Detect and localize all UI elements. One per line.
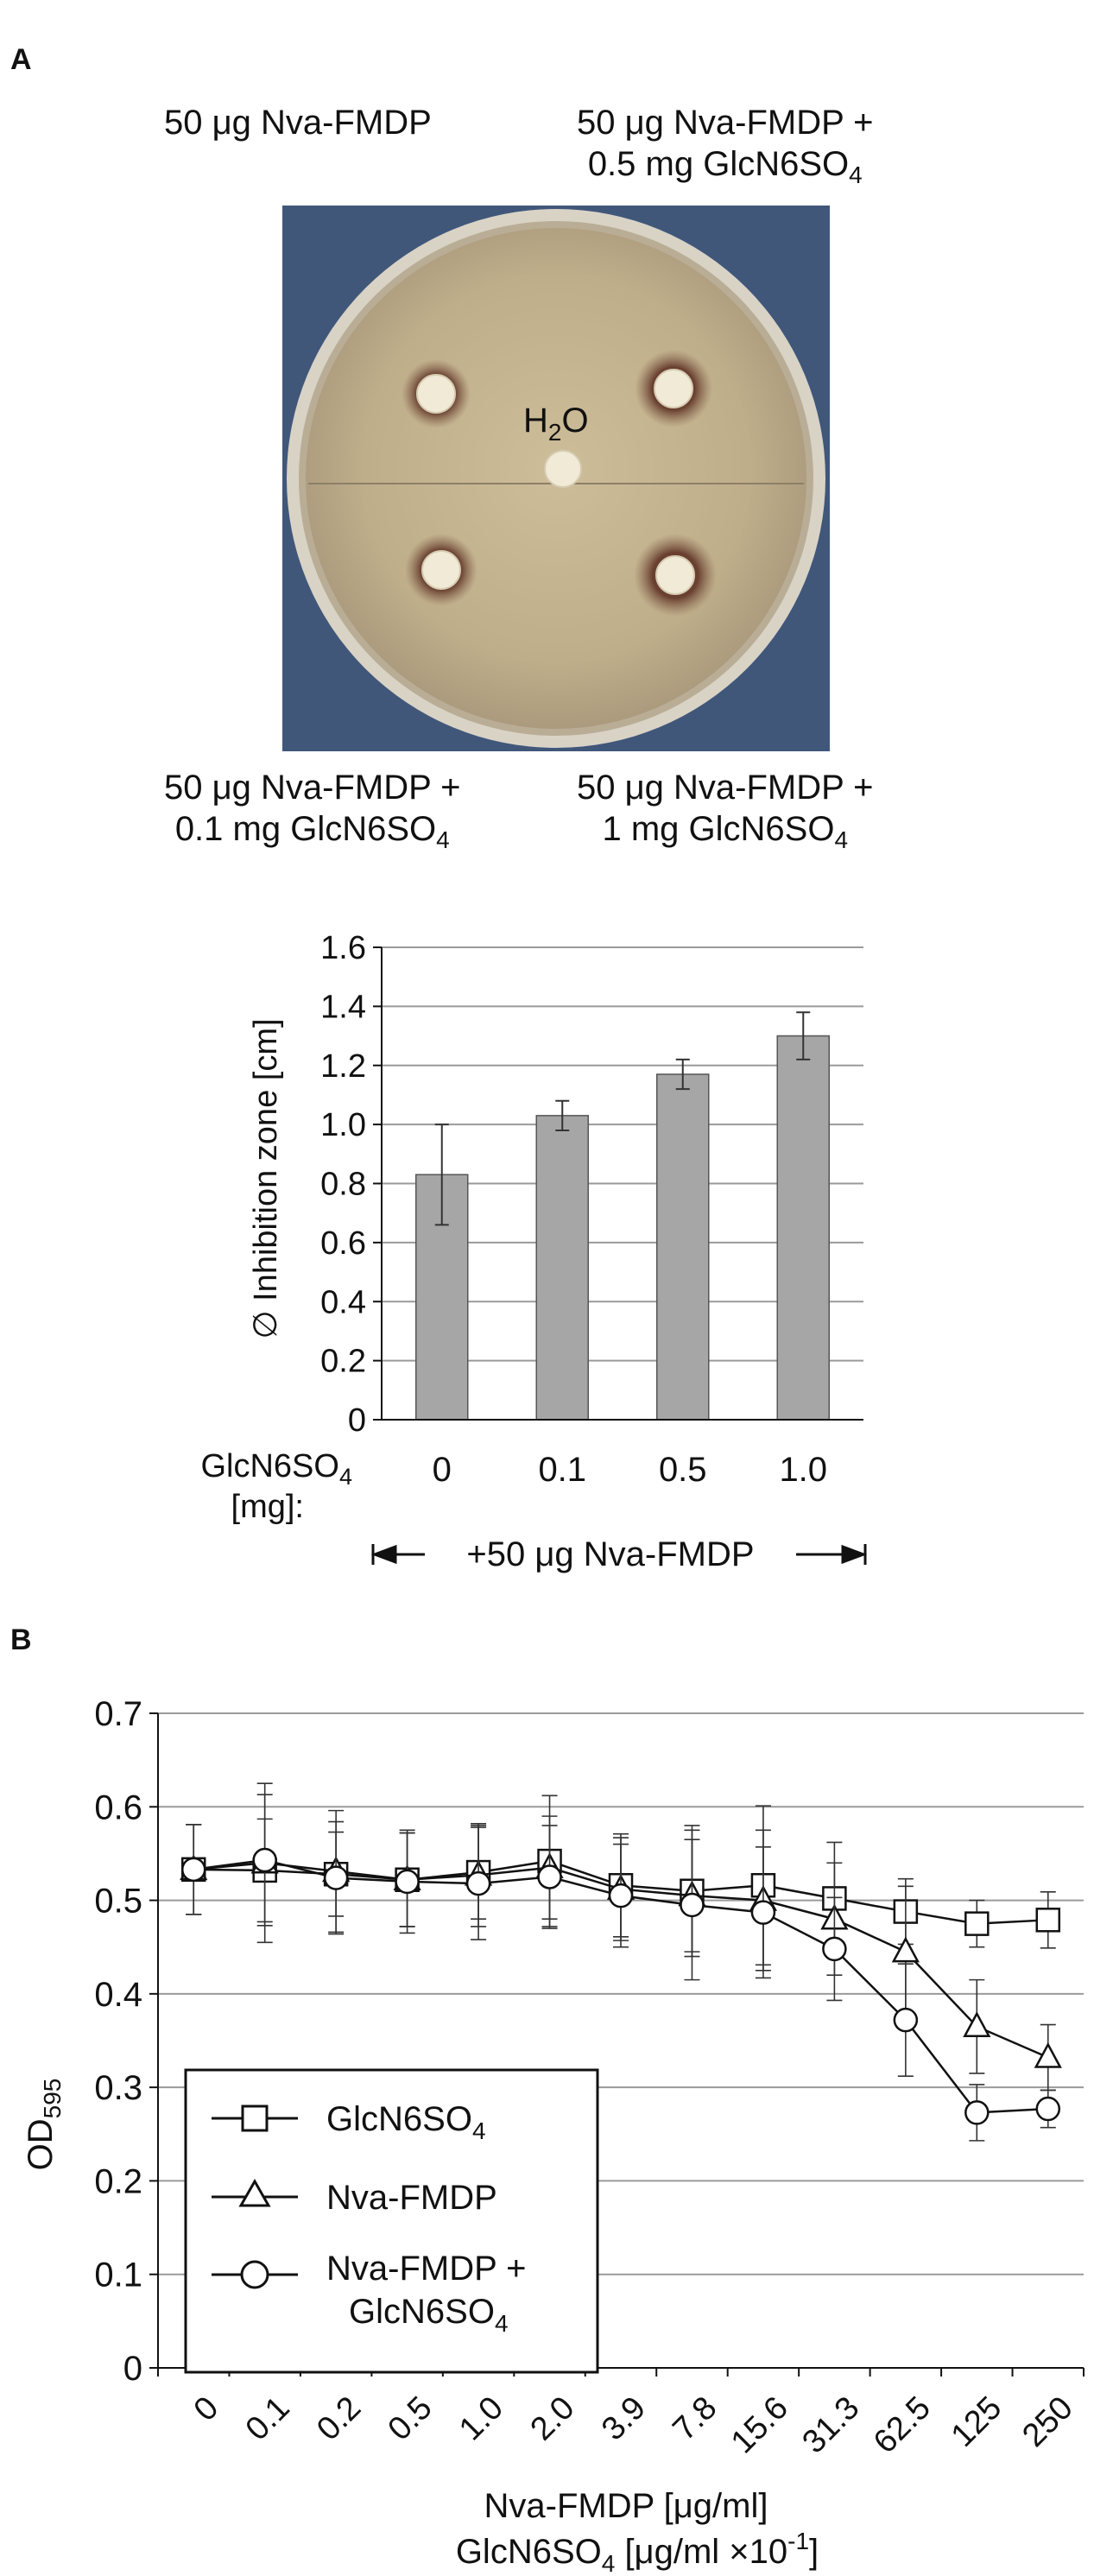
legend: GlcN6SO4 Nva-FMDP Nva-FMDP + GlcN6SO4 [184,2068,599,2374]
data-point [537,1864,562,1889]
bar-error-bar [555,1099,570,1131]
bar-y-tick-label: 1.2 [320,1048,366,1085]
line-y-tick-label: 0.5 [94,1883,142,1921]
bar-chart-row-label-unit: [mg]: [231,1489,304,1525]
svg-text:Nva-FMDP: Nva-FMDP [326,2179,497,2217]
legend-item-nva-fmdp-plus-glcn6so4: Nva-FMDP + GlcN6SO4 [212,2250,527,2337]
line-x-tick-label: 2.0 [524,2389,582,2447]
line-y-tick-label: 0.1 [94,2256,142,2294]
data-point [963,2011,991,2038]
line-chart-x-axis-label: Nva-FMDP [μg/ml] [484,2487,768,2525]
bar-y-tick-label: 1.0 [320,1107,366,1143]
legend-item-nva-fmdp: Nva-FMDP [212,2178,497,2217]
data-point [893,2007,919,2033]
inhibition-zone-bar-chart: 0 0.2 0.4 0.6 0.8 1.0 1.2 1.4 1.6 ∅ Inhibition z… [200,930,868,1573]
svg-text:GlcN6SO4: GlcN6SO4 [349,2293,509,2337]
line-y-tick-label: 0.4 [94,1976,142,2014]
line-x-tick-label: 62.5 [867,2389,938,2460]
line-x-tick-label: 3.9 [595,2389,653,2447]
data-point [608,1883,634,1908]
bar-error-bar [796,1011,811,1060]
line-y-tick-label: 0.6 [94,1788,142,1826]
line-x-tick-label: 0.5 [382,2389,439,2447]
bar-chart-y-axis-label: ∅ Inhibition zone [cm] [248,1018,284,1339]
data-point [465,1870,491,1896]
line-x-tick-label: 1.0 [452,2389,510,2447]
svg-text:Nva-FMDP +: Nva-FMDP + [326,2250,527,2288]
line-x-tick-label: 125 [945,2389,1009,2454]
bar-y-tick-label: 0.8 [320,1167,366,1203]
line-chart-y-axis-label: OD595 [22,2079,66,2171]
svg-text:GlcN6SO4: GlcN6SO4 [326,2100,486,2144]
bar-error-bar [434,1123,449,1226]
water-control-label: H2O [523,402,589,446]
plate-label-bottom-left: 50 μg Nva-FMDP + 0.1 mg GlcN6SO4 [164,769,461,853]
data-point [822,1936,847,1962]
data-point [891,1936,920,1963]
od595-line-chart: 00.10.20.30.40.50.60.7 OD595 0 0.1 0.2 0.5 1… [22,1695,1085,2576]
line-y-tick-label: 0.7 [94,1695,142,1733]
line-x-tick-label: 0 [187,2389,226,2428]
bar-y-tick-label: 0 [348,1402,366,1439]
data-point [964,1911,990,1936]
plate-label-top-right: 50 μg Nva-FMDP + 0.5 mg GlcN6SO4 [577,104,874,188]
bar-1.0 [776,1035,830,1421]
treatment-bracket-label: +50 μg Nva-FMDP [466,1535,754,1573]
line-x-tick-label: 31.3 [795,2389,866,2460]
bar-chart-row-label: GlcN6SO4 [200,1448,352,1490]
panel-b-label: B [10,1623,32,1656]
bar-y-tick-label: 0.4 [320,1284,366,1320]
petri-dish-photo: H2O [282,206,830,751]
data-point [180,1857,206,1883]
bar-y-tick-label: 0.2 [320,1344,366,1380]
plate-label-top-left: 50 μg Nva-FMDP [164,104,432,142]
line-chart-x-axis-label-2: GlcN6SO4 [μg/ml ×10-1] [456,2528,819,2576]
legend-item-glcn6so4: GlcN6SO4 [212,2100,486,2144]
data-point [252,1847,277,1873]
treatment-bracket [370,1544,868,1565]
bar-x-tick-label: 1.0 [779,1451,827,1489]
data-point [1035,1908,1061,1933]
bar-0.5 [656,1073,710,1421]
bar-y-tick-label: 1.6 [320,930,366,966]
data-point [1034,2041,1062,2068]
series-circle [180,1794,1061,2142]
data-point [323,1865,349,1890]
data-point [750,1900,776,1925]
data-point [1035,2096,1061,2122]
panel-a-label: A [10,43,32,76]
bar-x-tick-label: 0 [433,1451,452,1489]
data-point [680,1892,705,1918]
filter-discs [416,369,695,595]
bar-y-tick-label: 0.6 [320,1225,366,1262]
bar-y-tick-label: 1.4 [320,989,366,1025]
line-y-tick-label: 0.3 [94,2069,142,2107]
line-x-tick-label: 7.8 [666,2389,724,2447]
bar-0.1 [535,1115,589,1421]
bar-error-bar [675,1058,690,1091]
plate-label-bottom-right: 50 μg Nva-FMDP + 1 mg GlcN6SO4 [577,769,874,853]
bar-x-tick-label: 0.1 [538,1451,586,1489]
line-y-tick-label: 0.2 [94,2162,142,2200]
line-x-tick-label: 250 [1015,2389,1080,2454]
line-x-tick-label: 15.6 [724,2389,795,2460]
line-x-tick-label: 0.1 [239,2389,297,2447]
line-x-tick-label: 0.2 [310,2389,368,2447]
bar-x-tick-label: 0.5 [659,1451,707,1489]
line-y-tick-label: 0 [123,2350,142,2388]
data-point [395,1869,420,1895]
data-point [964,2100,990,2125]
